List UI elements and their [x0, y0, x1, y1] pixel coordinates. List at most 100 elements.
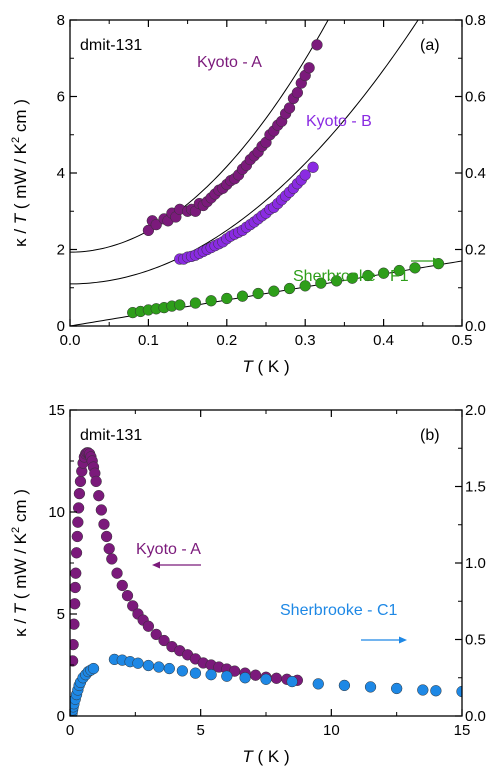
data-point [430, 685, 442, 697]
data-point [153, 661, 165, 673]
data-point [174, 299, 186, 311]
data-point [393, 264, 405, 277]
data-point [312, 678, 324, 690]
panel-a-sample-label: dmit-131 [80, 37, 142, 54]
x-tick-label: 0.3 [295, 332, 316, 349]
y-tick-label: 5 [57, 606, 65, 623]
y-tick-label: 6 [57, 89, 65, 106]
data-point [158, 634, 170, 647]
x-tick-label: 0.1 [138, 332, 159, 349]
y2-tick-label: 0.5 [465, 632, 486, 649]
fit-line-a-0 [70, 20, 329, 253]
y2-tick-label: 0.6 [465, 89, 486, 106]
data-point [362, 269, 374, 282]
data-point [150, 218, 162, 231]
data-point [252, 287, 264, 300]
x-tick-label: 0.0 [60, 332, 81, 349]
panel-b-xlabel: T ( K ) [242, 747, 289, 766]
data-point [221, 670, 233, 682]
data-point [205, 295, 217, 307]
data-point [236, 290, 249, 302]
x-tick-label: 0.5 [452, 332, 473, 349]
panel-a-data [70, 20, 462, 326]
panel-a-anno-kyoto-a: Kyoto - A [197, 54, 262, 71]
data-point [417, 684, 429, 696]
panel-a-anno-sherbrooke-f1: Sherbrooke - F1 [293, 268, 409, 285]
y2-tick-label: 0.8 [465, 12, 486, 29]
data-point [268, 285, 280, 297]
panel-b-label: (b) [420, 427, 440, 444]
y-tick-label: 2 [57, 242, 65, 259]
panel-b-anno-sherbrooke-c1: Sherbrooke - C1 [280, 602, 397, 619]
data-point [70, 547, 83, 559]
panel-a-arrow-right [411, 257, 441, 265]
data-point [111, 567, 123, 579]
data-point [221, 292, 233, 305]
y-tick-label: 15 [48, 402, 65, 419]
data-point [74, 475, 87, 488]
data-point [98, 518, 110, 530]
panel-a-xlabel: T ( K ) [242, 357, 289, 376]
data-point [189, 297, 202, 309]
data-point [73, 487, 86, 500]
data-point [270, 672, 283, 684]
data-point [121, 589, 134, 602]
series-b-0 [70, 447, 304, 686]
data-point [391, 682, 403, 695]
data-point [303, 62, 315, 74]
panel-b-arrow-right [361, 636, 407, 644]
data-point [70, 655, 79, 667]
panel-b-ylabel: κ / T ( mW / K2 cm ) [10, 489, 30, 637]
fit-line-a-1 [70, 20, 419, 285]
data-point [299, 280, 311, 292]
x-tick-label: 10 [323, 722, 340, 739]
panel-b-data [70, 447, 462, 716]
data-point [260, 673, 272, 685]
data-point [142, 659, 155, 672]
x-tick-label: 5 [196, 722, 204, 739]
x-tick-label: 0 [66, 722, 74, 739]
data-point [103, 543, 115, 555]
data-point [346, 272, 358, 284]
data-point [142, 224, 155, 237]
data-point [249, 669, 262, 681]
data-point [239, 672, 251, 684]
series-a-1 [174, 161, 319, 265]
data-point [377, 267, 390, 279]
data-point [70, 638, 79, 651]
series-a-0 [142, 39, 323, 237]
panel-b-plot-area [70, 447, 462, 716]
data-point [283, 102, 296, 114]
x-tick-label: 0.2 [216, 332, 237, 349]
data-point [163, 662, 175, 675]
data-point [72, 502, 85, 514]
data-point [90, 475, 102, 488]
data-point [116, 579, 128, 592]
data-point [283, 282, 296, 295]
panel-a-label: (a) [420, 37, 440, 54]
panel-a-plot-area [70, 20, 462, 326]
data-point [70, 567, 82, 579]
data-point [189, 667, 202, 679]
data-point [364, 681, 377, 693]
y2-tick-label: 1.0 [465, 555, 486, 572]
data-point [338, 679, 351, 692]
data-point [299, 169, 311, 181]
data-point [456, 685, 462, 698]
y-tick-label: 0 [57, 318, 65, 335]
panel-a: 0.0 0.1 0.2 0.3 0.4 0.5 0 2 4 6 8 0.0 0.2 0.4 0.6 0.8 d… [10, 12, 486, 376]
panel-b-sample-label: dmit-131 [80, 427, 142, 444]
panel-a-anno-kyoto-b: Kyoto - B [306, 113, 372, 130]
y2-tick-label: 1.5 [465, 479, 486, 496]
y2-tick-label: 0.0 [465, 318, 486, 335]
data-point [95, 504, 108, 516]
y-tick-label: 4 [57, 165, 65, 182]
data-point [286, 675, 298, 688]
data-point [307, 161, 319, 173]
series-b-1 [70, 653, 462, 716]
y-tick-label: 8 [57, 12, 65, 29]
data-point [132, 657, 144, 669]
